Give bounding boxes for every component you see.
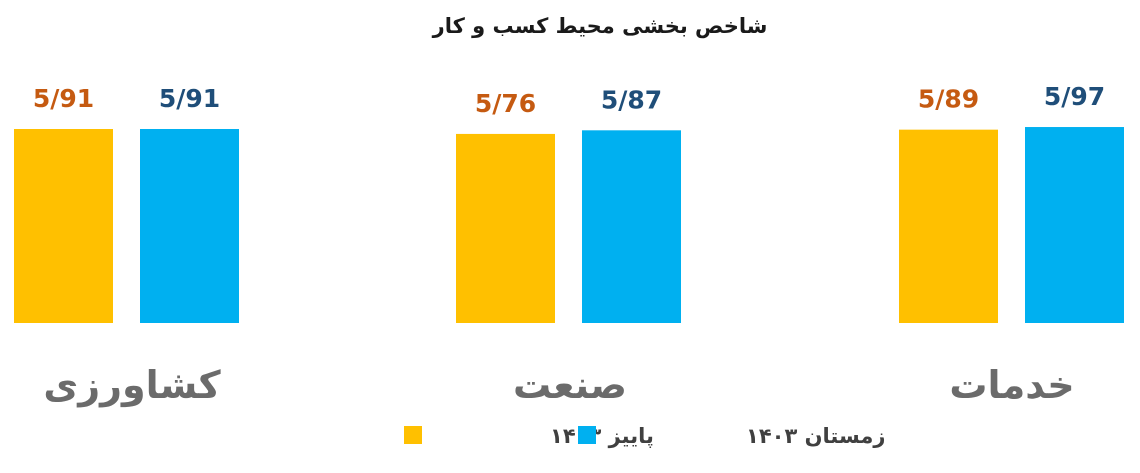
legend-swatch-winter <box>578 426 596 444</box>
category-label-0: کشاورزی <box>43 363 221 408</box>
category-label-1: صنعت <box>513 363 627 407</box>
value-label-winter-1: 5/87 <box>601 85 662 114</box>
value-label-winter-2: 5/97 <box>1044 82 1105 111</box>
bar-winter-2 <box>1025 127 1124 323</box>
bar-autumn-2 <box>899 129 998 323</box>
legend-label-autumn: پاییز ۱۴۰۳ <box>550 424 654 448</box>
bar-winter-1 <box>582 130 681 323</box>
chart-title: شاخص بخشی محیط کسب و کار <box>432 14 768 38</box>
bar-autumn-0 <box>14 129 113 323</box>
category-label-2: خدمات <box>949 363 1074 407</box>
legend-label-winter: زمستان ۱۴۰۳ <box>746 424 885 448</box>
value-label-autumn-1: 5/76 <box>475 89 536 118</box>
bar-autumn-1 <box>456 133 555 323</box>
value-labels-group: 5/91 5/91 5/76 5/87 5/89 5/97 <box>33 82 1105 118</box>
bars-group <box>14 127 1124 323</box>
legend-swatch-autumn <box>404 426 422 444</box>
value-label-winter-0: 5/91 <box>159 84 220 113</box>
category-labels-group: کشاورزی صنعت خدمات <box>43 363 1074 408</box>
value-label-autumn-0: 5/91 <box>33 84 94 113</box>
bar-winter-0 <box>140 129 239 323</box>
legend: پاییز ۱۴۰۳ زمستان ۱۴۰۳ <box>404 424 885 448</box>
value-label-autumn-2: 5/89 <box>918 85 979 114</box>
